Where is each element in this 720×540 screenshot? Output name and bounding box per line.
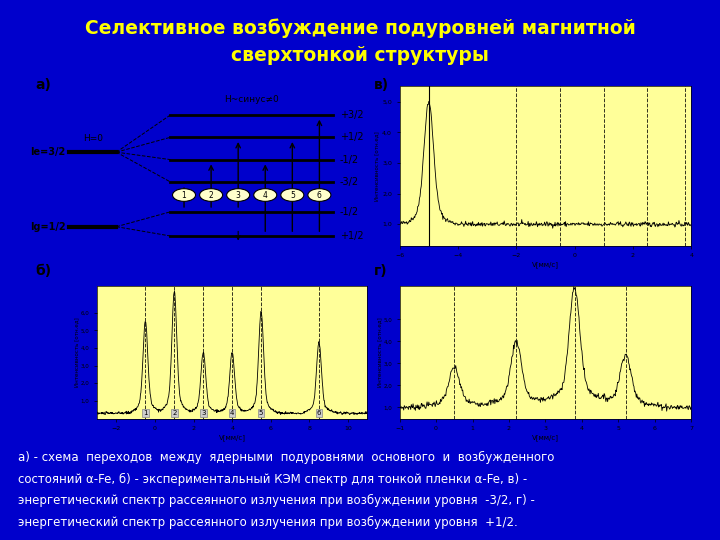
- Y-axis label: Интенсивность [отн.ед]: Интенсивность [отн.ед]: [374, 131, 379, 201]
- Text: Iе=3/2: Iе=3/2: [30, 147, 66, 157]
- Y-axis label: Интенсивность [отн.ед]: Интенсивность [отн.ед]: [377, 318, 382, 387]
- X-axis label: V[мм/с]: V[мм/с]: [532, 261, 559, 268]
- Text: 5: 5: [290, 191, 294, 199]
- Text: 2: 2: [172, 410, 176, 416]
- Text: +1/2: +1/2: [340, 231, 364, 241]
- Text: 5: 5: [259, 410, 264, 416]
- Text: -1/2: -1/2: [340, 154, 359, 165]
- Text: Ig=1/2: Ig=1/2: [30, 222, 66, 232]
- Text: +3/2: +3/2: [340, 110, 364, 120]
- Text: сверхтонкой структуры: сверхтонкой структуры: [231, 46, 489, 65]
- Circle shape: [281, 188, 304, 201]
- Text: а): а): [35, 78, 51, 92]
- Circle shape: [199, 188, 222, 201]
- Text: в): в): [374, 78, 389, 92]
- Text: 6: 6: [317, 410, 321, 416]
- Circle shape: [253, 188, 276, 201]
- X-axis label: V[мм/с]: V[мм/с]: [532, 434, 559, 441]
- Text: 4: 4: [230, 410, 235, 416]
- Text: 2: 2: [209, 191, 213, 199]
- Text: +1/2: +1/2: [340, 132, 364, 142]
- Text: H=0: H=0: [83, 134, 103, 143]
- Circle shape: [227, 188, 250, 201]
- Text: 1: 1: [143, 410, 148, 416]
- Text: энергетический спектр рассеянного излучения при возбуждении уровня  -3/2, г) -: энергетический спектр рассеянного излуче…: [18, 494, 535, 507]
- Circle shape: [173, 188, 196, 201]
- Text: состояний α-Fe, б) - экспериментальный КЭМ спектр для тонкой пленки α-Fe, в) -: состояний α-Fe, б) - экспериментальный К…: [18, 472, 527, 485]
- Text: -1/2: -1/2: [340, 207, 359, 217]
- Text: 3: 3: [235, 191, 240, 199]
- X-axis label: V[мм/с]: V[мм/с]: [219, 434, 246, 441]
- Circle shape: [308, 188, 331, 201]
- Text: Селективное возбуждение подуровней магнитной: Селективное возбуждение подуровней магни…: [84, 19, 636, 38]
- Text: -3/2: -3/2: [340, 177, 359, 187]
- Text: энергетический спектр рассеянного излучения при возбуждении уровня  +1/2.: энергетический спектр рассеянного излуче…: [18, 516, 518, 529]
- Text: 4: 4: [263, 191, 268, 199]
- Text: 3: 3: [201, 410, 205, 416]
- Text: 6: 6: [317, 191, 322, 199]
- Text: б): б): [35, 264, 51, 278]
- Text: H~синус≠0: H~синус≠0: [225, 94, 279, 104]
- Text: г): г): [374, 264, 387, 278]
- Y-axis label: Интенсивность [отн.ед]: Интенсивность [отн.ед]: [74, 318, 79, 387]
- Text: а) - схема  переходов  между  ядерными  подуровнями  основного  и  возбужденного: а) - схема переходов между ядерными поду…: [18, 451, 554, 464]
- Text: 1: 1: [181, 191, 186, 199]
